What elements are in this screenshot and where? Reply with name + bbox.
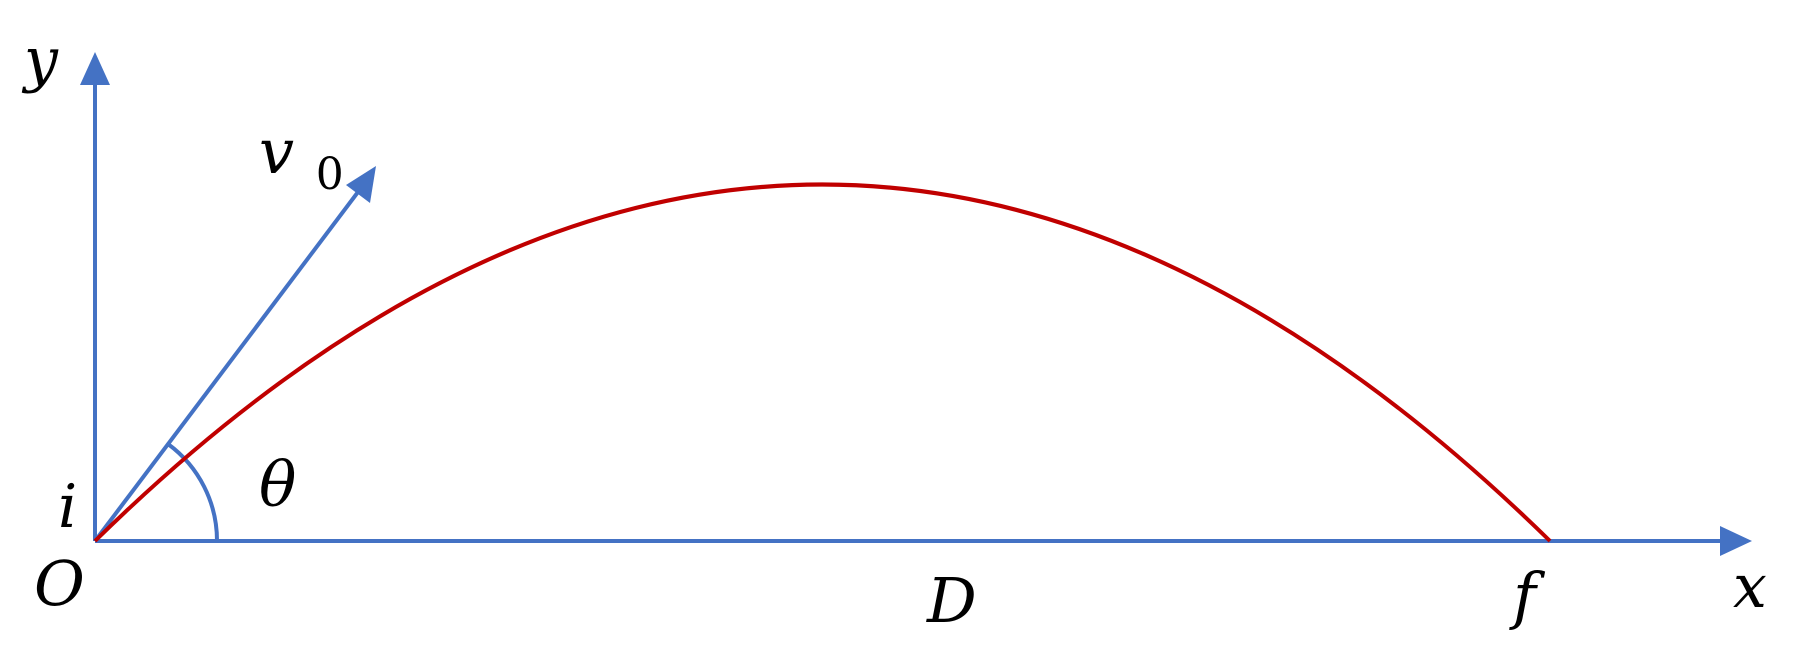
- velocity-label-symbol: v: [259, 115, 294, 188]
- angle-arc: [166, 442, 220, 542]
- initial-point-label: i: [58, 472, 77, 542]
- velocity-vector-line: [93, 186, 363, 543]
- velocity-label-subscript: 0: [316, 149, 344, 200]
- range-label: D: [926, 564, 977, 637]
- origin-label: O: [34, 547, 85, 620]
- angle-label: θ: [259, 448, 296, 521]
- trajectory-curve: [93, 182, 1552, 543]
- x-axis-label: x: [1733, 552, 1767, 622]
- velocity-label: v 0: [259, 115, 344, 200]
- y-axis-label: y: [21, 25, 59, 95]
- final-point-label: f: [1509, 559, 1546, 632]
- velocity-vector-arrowhead-icon: [346, 166, 376, 203]
- y-axis-arrowhead-icon: [80, 52, 110, 85]
- x-axis-arrowhead-icon: [1720, 526, 1752, 556]
